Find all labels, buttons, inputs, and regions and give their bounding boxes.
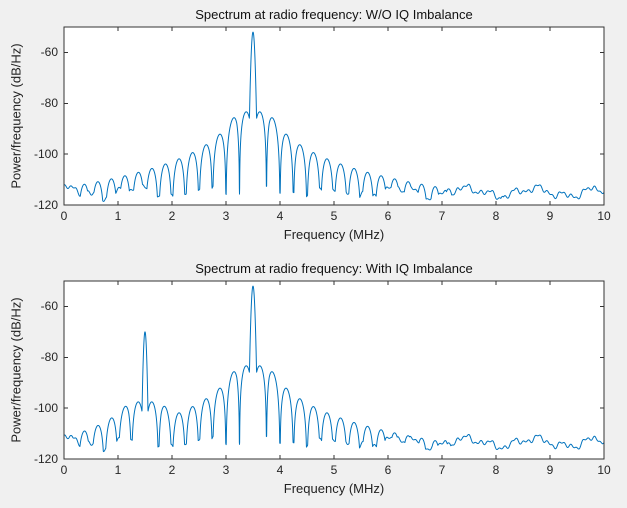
x-tick-label: 1	[114, 209, 122, 223]
plot-title: Spectrum at radio frequency: W/O IQ Imba…	[195, 7, 473, 22]
y-axis-label: Power/frequency (dB/Hz)	[8, 43, 24, 189]
subplot-bottom: Spectrum at radio frequency: With IQ Imb…	[0, 254, 627, 508]
subplot-top: Spectrum at radio frequency: W/O IQ Imba…	[8, 7, 611, 242]
x-tick-label: 3	[222, 209, 230, 223]
y-tick-label: -80	[40, 96, 58, 111]
x-tick-label: 2	[168, 209, 176, 223]
x-tick-label: 9	[546, 463, 554, 477]
plot-area-bottom	[63, 280, 605, 460]
y-tick-label: -80	[40, 350, 58, 365]
x-tick-label: 0	[60, 209, 68, 223]
x-tick-label: 5	[330, 463, 338, 477]
plot-area-top	[63, 26, 605, 206]
plot-box	[63, 280, 605, 460]
plot-background	[64, 27, 604, 205]
x-tick-label: 8	[492, 463, 500, 477]
x-tick-label: 6	[384, 209, 392, 223]
y-tick-label: -100	[33, 147, 58, 162]
x-tick-label: 2	[168, 463, 176, 477]
x-axis-label: Frequency (MHz)	[283, 227, 385, 242]
y-axis-label: Power/frequency (dB/Hz)	[8, 297, 24, 443]
x-tick-label: 10	[597, 463, 611, 477]
y-tick-label: -100	[33, 401, 58, 416]
plot-box	[63, 26, 605, 206]
spectrum-line	[63, 31, 605, 202]
x-tick-label: 0	[60, 463, 68, 477]
x-tick-label: 4	[276, 209, 284, 223]
x-tick-label: 10	[597, 209, 611, 223]
x-tick-label: 4	[276, 463, 284, 477]
y-tick-label: -60	[40, 299, 58, 314]
x-axis-label: Frequency (MHz)	[283, 481, 385, 496]
y-tick-label: -60	[40, 45, 58, 60]
x-tick-label: 9	[546, 209, 554, 223]
x-tick-label: 3	[222, 463, 230, 477]
x-tick-label: 7	[438, 463, 446, 477]
y-tick-label: -120	[33, 452, 58, 466]
x-tick-label: 6	[384, 463, 392, 477]
x-tick-label: 5	[330, 209, 338, 223]
x-tick-label: 7	[438, 209, 446, 223]
x-tick-label: 8	[492, 209, 500, 223]
plot-title: Spectrum at radio frequency: With IQ Imb…	[195, 261, 473, 276]
y-tick-label: -120	[33, 198, 58, 212]
x-tick-label: 1	[114, 463, 122, 477]
plot-background	[64, 281, 604, 459]
spectrum-line	[63, 285, 605, 453]
